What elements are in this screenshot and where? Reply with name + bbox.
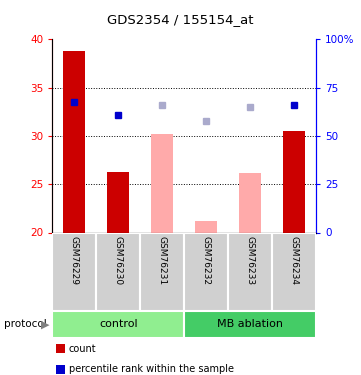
Bar [63,51,85,232]
Bar [140,232,184,311]
Text: GSM76232: GSM76232 [201,237,210,285]
Bar [151,134,173,232]
Bar [272,232,316,311]
Text: ▶: ▶ [41,320,49,329]
Text: GSM76231: GSM76231 [158,237,167,286]
Bar [195,221,217,232]
Text: percentile rank within the sample: percentile rank within the sample [69,364,234,374]
Bar [239,172,261,232]
Text: GDS2354 / 155154_at: GDS2354 / 155154_at [107,13,254,26]
Text: GSM76230: GSM76230 [114,237,123,286]
Bar [228,232,272,311]
Text: GSM76233: GSM76233 [245,237,255,286]
Bar [107,172,129,232]
Bar [283,131,305,232]
Bar [184,232,228,311]
Text: count: count [69,344,96,354]
Bar [52,232,96,311]
Text: GSM76229: GSM76229 [70,237,79,285]
Text: GSM76234: GSM76234 [290,237,299,285]
Bar [52,311,184,338]
Bar [184,311,316,338]
Text: MB ablation: MB ablation [217,320,283,329]
Bar [96,232,140,311]
Text: control: control [99,320,138,329]
Text: protocol: protocol [4,320,46,329]
